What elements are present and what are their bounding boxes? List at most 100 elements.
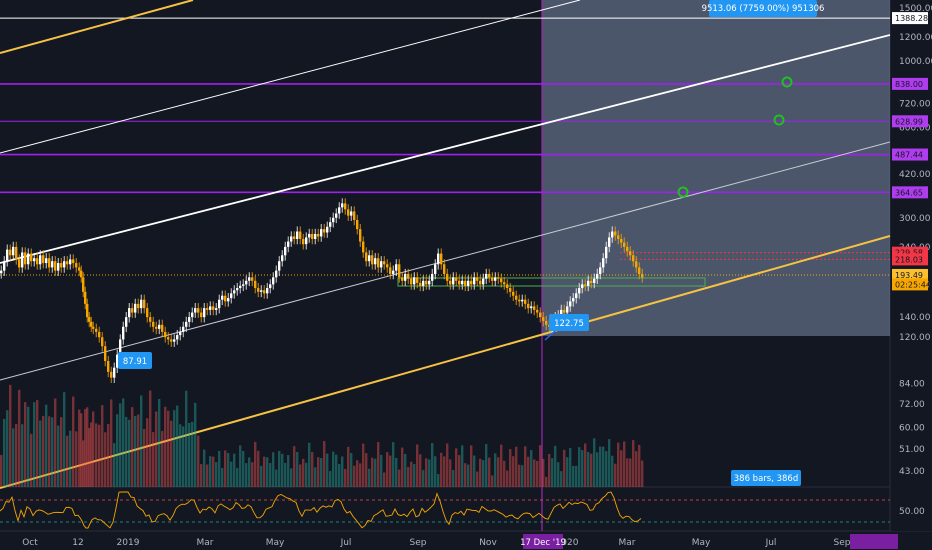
price-tag[interactable]: [892, 246, 928, 259]
candle-body: [401, 277, 404, 281]
candle-body: [188, 317, 191, 322]
candle-body: [476, 277, 479, 281]
volume-bar: [575, 465, 578, 487]
candle-body: [242, 284, 245, 286]
price-tag[interactable]: [892, 186, 928, 199]
volume-bar: [551, 458, 554, 487]
price-tag[interactable]: [892, 278, 928, 291]
measure-bottom-badge[interactable]: [731, 470, 801, 486]
volume-bar: [167, 410, 170, 487]
candle-body: [380, 261, 383, 268]
volume-bar: [239, 445, 242, 487]
price-tag[interactable]: [892, 12, 928, 25]
price-tag[interactable]: [892, 148, 928, 161]
x-tick-label: Mar: [197, 538, 214, 548]
volume-bar: [242, 451, 245, 487]
volume-bar: [560, 471, 563, 487]
measure-top-badge[interactable]: [709, 0, 817, 17]
candle-body: [173, 339, 176, 342]
volume-bar: [66, 435, 69, 487]
volume-bar: [302, 458, 305, 487]
volume-bar: [260, 465, 263, 487]
low-badge-2[interactable]: [549, 314, 589, 331]
volume-bar: [380, 454, 383, 487]
candle-body: [119, 339, 122, 355]
candlestick-series: [0, 198, 644, 383]
channel-line-mid[interactable]: [0, 34, 891, 264]
low-badge-1[interactable]: [118, 352, 152, 369]
volume-bar: [542, 458, 545, 487]
price-tag[interactable]: [892, 115, 928, 128]
trend-lines[interactable]: [0, 0, 891, 489]
candle-body: [620, 238, 623, 243]
volume-bar: [251, 462, 254, 487]
volume-bar: [185, 390, 188, 487]
candle-body: [626, 246, 629, 252]
channel-line-low[interactable]: [0, 141, 891, 381]
candle-body: [494, 277, 497, 281]
support-zone[interactable]: [397, 277, 706, 287]
price-tag-label: 229.58: [895, 249, 923, 258]
end-date-badge[interactable]: [850, 534, 898, 549]
volume-bar: [332, 451, 335, 487]
volume-bar: [72, 396, 75, 487]
candle-body: [545, 320, 548, 325]
volume-bar: [569, 448, 572, 487]
price-axis[interactable]: 1500.00 1200.00 1000.00 720.00 600.00 420.00 3…: [891, 0, 932, 531]
date-marker-badge[interactable]: [523, 534, 563, 549]
y-tick-label: 51.00: [899, 445, 925, 455]
y-tick-label: 120.00: [899, 333, 931, 343]
candle-body: [311, 233, 314, 239]
volume-bar: [320, 458, 323, 487]
volume-bar: [557, 462, 560, 487]
candle-body: [533, 306, 536, 310]
target-marker[interactable]: [677, 186, 689, 198]
volume-bar: [335, 454, 338, 487]
candle-body: [92, 326, 95, 329]
volume-bar: [104, 432, 107, 487]
measure-area[interactable]: [542, 0, 890, 336]
volume-bar: [293, 446, 296, 487]
target-marker[interactable]: [773, 114, 785, 126]
candle-body: [341, 203, 344, 208]
target-marker[interactable]: [781, 76, 793, 88]
trendline-yellow-base[interactable]: [0, 235, 891, 489]
price-tag-label: 193.49: [895, 271, 923, 280]
volume-bar: [443, 456, 446, 487]
candle-body: [260, 290, 263, 292]
candle-body: [272, 277, 275, 285]
x-tick-label: 2020: [556, 538, 579, 548]
volume-bar: [173, 410, 176, 487]
volume-bar: [353, 465, 356, 487]
volume-bar: [404, 454, 407, 487]
measure-box[interactable]: [541, 0, 890, 531]
price-tag[interactable]: [892, 77, 928, 90]
candle-body: [398, 264, 401, 278]
channel-line-top[interactable]: [0, 0, 581, 154]
volume-bar: [18, 389, 21, 487]
price-tag[interactable]: [892, 253, 928, 266]
price-tag[interactable]: [892, 268, 928, 281]
volume-bar: [296, 452, 299, 487]
volume-bar: [48, 416, 51, 487]
annotations[interactable]: 9513.06 (7759.00%) 951306 386 bars, 386d 8…: [118, 0, 824, 486]
time-axis[interactable]: Oct 12 2019 Mar May Jul Sep Nov 2020 Mar May Jul Sep…: [22, 534, 898, 549]
candle-body: [422, 280, 425, 286]
candle-body: [227, 298, 230, 302]
candle-body: [521, 299, 524, 302]
volume-bar: [155, 411, 158, 487]
candle-body: [443, 264, 446, 274]
candle-body: [170, 339, 173, 342]
candle-body: [473, 277, 476, 285]
x-tick-label: May: [692, 538, 711, 548]
candle-body: [602, 258, 605, 268]
volume-bar: [15, 424, 18, 487]
volume-bar: [30, 433, 33, 487]
candle-body: [251, 277, 254, 281]
trendline-yellow-top[interactable]: [0, 0, 194, 54]
candle-body: [48, 258, 51, 268]
candle-body: [179, 331, 182, 336]
candle-body: [6, 249, 9, 262]
candle-body: [446, 273, 449, 281]
